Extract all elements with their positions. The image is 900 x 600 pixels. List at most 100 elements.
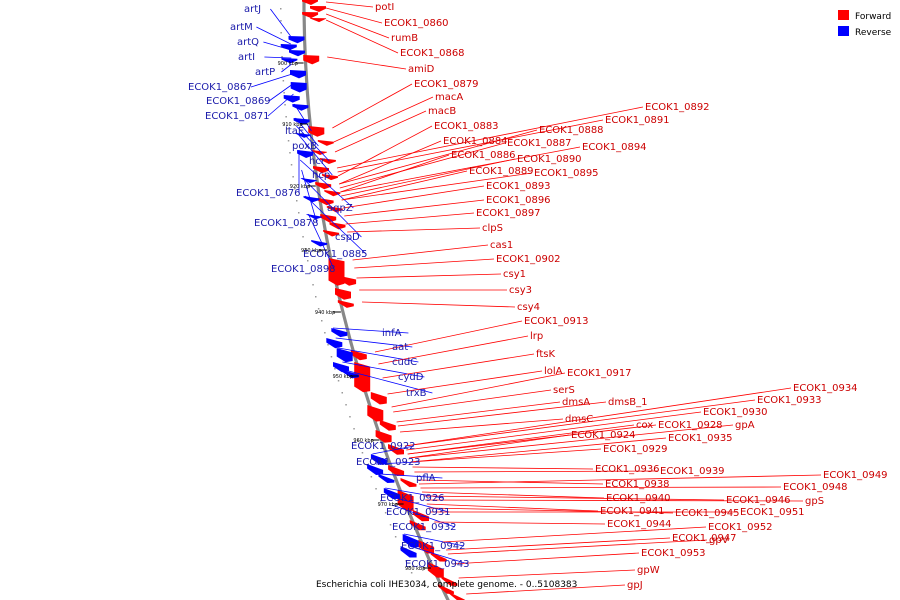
- forward-gene-label: gpV: [709, 535, 729, 546]
- reverse-leader: [335, 337, 413, 348]
- reverse-gene-label: ECOK1_0898: [271, 264, 336, 275]
- reverse-leader: [376, 461, 420, 465]
- reverse-gene-label: ECOK1_0871: [205, 111, 270, 122]
- position-dot: [302, 236, 304, 238]
- reverse-leader: [372, 445, 415, 455]
- reverse-gene-label: hcr: [309, 156, 326, 167]
- forward-gene-label: ECOK1_0886: [451, 150, 516, 161]
- reverse-gene-label: ECOK1_0926: [380, 493, 445, 504]
- reverse-gene-label: artM: [230, 22, 253, 33]
- forward-leader: [325, 13, 390, 39]
- reverse-gene: [370, 454, 387, 465]
- map-caption: Escherichia coli IHE3034, complete genom…: [316, 580, 577, 590]
- forward-gene-label: ECOK1_0953: [641, 548, 706, 559]
- position-dot: [283, 92, 285, 94]
- forward-leader: [391, 372, 566, 408]
- forward-gene-label: ECOK1_0896: [486, 195, 551, 206]
- forward-gene: [367, 405, 384, 422]
- forward-gene-label: dmsC: [565, 414, 593, 425]
- forward-gene-label: macA: [435, 92, 463, 103]
- position-dot: [345, 404, 347, 406]
- forward-leader: [423, 495, 725, 501]
- reverse-gene: [293, 118, 310, 125]
- forward-gene: [310, 18, 327, 23]
- position-dot: [366, 464, 368, 466]
- forward-gene-label: ECOK1_0951: [740, 507, 805, 518]
- reverse-gene: [336, 348, 353, 363]
- forward-leader: [409, 434, 570, 459]
- reverse-gene-label: ECOK1_0876: [236, 188, 301, 199]
- position-dot: [380, 500, 382, 502]
- forward-gene: [337, 300, 354, 308]
- forward-gene-label: ECOK1_0894: [582, 142, 647, 153]
- forward-leader: [378, 335, 529, 365]
- forward-leader: [410, 437, 667, 463]
- forward-leader: [447, 539, 708, 555]
- forward-leader: [325, 7, 383, 24]
- forward-gene-label: ECOK1_0883: [434, 121, 499, 132]
- forward-gene-label: ECOK1_0889: [469, 166, 534, 177]
- position-dot: [290, 164, 293, 166]
- forward-gene: [388, 465, 405, 476]
- forward-gene-label: ECOK1_0879: [414, 79, 479, 90]
- forward-leader: [466, 584, 626, 595]
- reverse-gene-label: ECOK1_0922: [351, 441, 416, 452]
- forward-leader: [340, 146, 581, 193]
- forward-gene: [335, 288, 351, 300]
- reverse-leader: [264, 56, 292, 59]
- reverse-leader: [338, 347, 419, 363]
- reverse-gene: [280, 44, 297, 51]
- position-dot: [361, 452, 364, 454]
- forward-gene-label: cas1: [490, 240, 513, 251]
- forward-leader: [407, 424, 635, 455]
- reverse-gene-label: ECOK1_0923: [356, 457, 421, 468]
- position-dot: [349, 416, 351, 418]
- forward-gene-label: ECOK1_0944: [607, 519, 672, 530]
- reverse-gene: [306, 214, 323, 220]
- position-dot: [292, 176, 294, 178]
- reverse-gene-label: ECOK1_0869: [206, 96, 271, 107]
- reverse-gene-label: hcp: [312, 170, 330, 181]
- position-dot: [321, 320, 323, 322]
- position-dot: [307, 260, 309, 262]
- forward-leader: [387, 370, 543, 395]
- position-dot: [285, 116, 287, 118]
- position-dot: [405, 560, 407, 562]
- reverse-gene-label: pflA: [416, 473, 436, 484]
- reverse-gene: [367, 464, 384, 475]
- reverse-leader: [295, 117, 319, 147]
- position-dot: [317, 308, 320, 310]
- forward-gene-label: cox: [636, 420, 653, 431]
- forward-gene-label: amiD: [408, 64, 435, 75]
- reverse-gene-label: infA: [382, 328, 402, 339]
- scale-tick-label: 980 kbp: [405, 566, 425, 572]
- forward-gene-label: ECOK1_0860: [384, 18, 449, 29]
- forward-leader: [327, 56, 407, 70]
- forward-gene-label: ECOK1_0946: [726, 495, 791, 506]
- forward-gene-label: ECOK1_0893: [486, 181, 551, 192]
- forward-gene-label: ECOK1_0933: [757, 395, 822, 406]
- forward-gene-label: ECOK1_0936: [595, 464, 660, 475]
- position-dot: [327, 344, 329, 346]
- forward-gene: [427, 562, 444, 578]
- forward-gene-label: ECOK1_0891: [605, 115, 670, 126]
- reverse-leader: [296, 132, 333, 176]
- forward-gene-label: ECOK1_0868: [400, 48, 465, 59]
- position-dot: [324, 332, 326, 334]
- position-dot: [389, 524, 392, 526]
- forward-leader: [339, 142, 506, 189]
- forward-gene-label: lrp: [530, 331, 543, 342]
- position-dot: [410, 572, 413, 574]
- forward-gene: [448, 592, 465, 600]
- position-dot: [337, 380, 340, 382]
- reverse-gene-label: artJ: [244, 4, 261, 15]
- forward-gene: [430, 552, 447, 562]
- forward-gene: [315, 182, 332, 190]
- forward-leader: [397, 401, 607, 427]
- position-dots: [280, 8, 418, 586]
- reverse-gene: [290, 70, 306, 79]
- forward-gene-label: potI: [375, 2, 394, 13]
- forward-leader: [356, 273, 502, 279]
- forward-gene: [350, 350, 367, 361]
